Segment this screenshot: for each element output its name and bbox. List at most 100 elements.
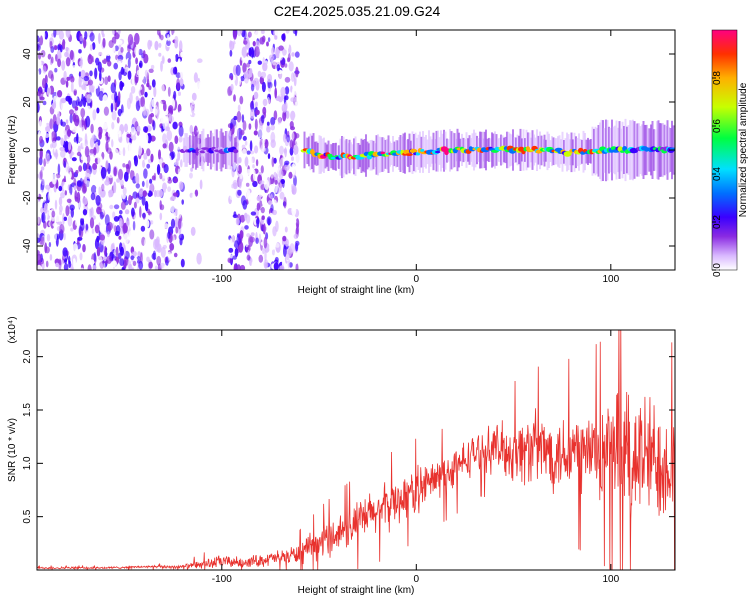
spectrogram-noise-blob — [143, 75, 146, 86]
spectrogram-noise-blob — [51, 210, 56, 218]
spectrogram-noise-blob — [50, 228, 56, 234]
snr-y-label: SNR (10 * v/v) — [7, 418, 18, 482]
spectrogram-noise-blob — [250, 124, 254, 129]
spectrogram-noise-blob — [233, 115, 238, 121]
spectrogram-noise-blob — [105, 159, 109, 170]
spectrogram-noise-blob — [65, 119, 69, 124]
spectrogram-noise-blob — [130, 165, 137, 171]
spectrogram-noise-blob — [180, 51, 184, 58]
spectrogram-noise-blob — [273, 171, 277, 181]
spectrogram-noise-blob — [65, 30, 71, 38]
spectrogram-noise-blob — [122, 163, 126, 168]
spectrogram-noise-blob — [49, 166, 54, 173]
y-tick-label: 40 — [22, 48, 33, 60]
spectrogram-noise-blob — [271, 156, 275, 168]
spectrogram-noise-blob — [278, 51, 283, 61]
snr-panel: -100 0 100 0.5 1.0 1.5 2.0 Height of straight… — [7, 316, 676, 596]
spectrogram-noise-blob — [199, 228, 204, 240]
spectrogram-region-4 — [300, 118, 675, 182]
spectrogram-noise-blob — [146, 187, 150, 194]
spectrogram-noise-blob — [235, 217, 240, 226]
spectrogram-noise-blob — [267, 96, 270, 106]
spectrogram-noise-blob — [245, 93, 251, 102]
spectrogram-noise-blob — [117, 238, 120, 248]
spectrogram-region-3 — [179, 128, 239, 172]
spectrogram-noise-blob — [244, 213, 248, 221]
spectrogram-noise-blob — [69, 113, 73, 124]
spectrogram-noise-blob — [127, 70, 132, 80]
spectrogram-noise-blob — [162, 143, 167, 149]
spectrogram-noise-blob — [89, 137, 95, 148]
spectrogram-noise-blob — [120, 201, 126, 210]
spectrogram-noise-blob — [84, 31, 88, 40]
spectrogram-noise-blob — [284, 160, 290, 166]
spectrogram-noise-blob — [68, 141, 72, 151]
spectrogram-noise-blob — [249, 236, 255, 243]
spectrogram-noise-blob — [71, 124, 78, 133]
spectrogram-noise-blob — [120, 246, 124, 256]
spectrogram-noise-blob — [79, 35, 83, 42]
spectrogram-noise-blob — [293, 144, 299, 156]
spectrogram-noise-blob — [38, 52, 42, 60]
spectrogram-noise-blob — [60, 150, 66, 158]
spectrogram-noise-blob — [279, 182, 282, 193]
spectrogram-noise-blob — [248, 123, 252, 130]
spectrogram-noise-blob — [40, 169, 43, 180]
spectrogram-noise-blob — [67, 129, 71, 137]
spectrogram-noise-blob — [139, 190, 145, 198]
spectrogram-noise-blob — [176, 208, 182, 219]
snr-x-ticks: -100 0 100 — [212, 330, 620, 585]
spectrogram-noise-blob — [127, 150, 132, 160]
spectrogram-noise-blob — [234, 247, 239, 258]
spectrogram-noise-blob — [232, 47, 238, 53]
spectrogram-noise-blob — [152, 131, 158, 136]
spectrogram-noise-blob — [169, 201, 175, 213]
spectrogram-noise-blob — [294, 30, 298, 37]
spectrogram-noise-blob — [285, 253, 290, 261]
spectrogram-noise-blob — [62, 39, 66, 50]
y-tick-label: -40 — [22, 238, 33, 253]
spectrogram-noise-blob — [118, 235, 122, 240]
spectrogram-noise-blob — [81, 183, 87, 194]
spectrogram-noise-blob — [232, 255, 237, 260]
spectrogram-noise-blob — [59, 224, 65, 234]
spectrogram-noise-blob — [148, 68, 154, 74]
spectrogram-noise-blob — [140, 225, 146, 232]
spectrogram-noise-blob — [144, 91, 148, 98]
spectrogram-noise-blob — [144, 108, 150, 117]
spectrogram-noise-blob — [244, 140, 248, 146]
spectrogram-noise-blob — [51, 140, 57, 149]
spectrogram-noise-blob — [158, 42, 162, 48]
spectrogram-noise-blob — [40, 166, 45, 171]
spectrogram-noise-blob — [51, 173, 57, 185]
spectrogram-noise-blob — [127, 160, 132, 170]
spectrogram-noise-blob — [44, 203, 48, 214]
spectrogram-noise-blob — [127, 43, 131, 53]
spectrogram-noise-blob — [49, 187, 53, 200]
spectrogram-noise-blob — [59, 44, 63, 53]
spectrogram-noise-blob — [167, 58, 172, 63]
spectrogram-noise-blob — [138, 110, 142, 116]
spectrogram-noise-blob — [179, 78, 184, 87]
spectrogram-noise-blob — [113, 166, 117, 177]
spectrogram-noise-blob — [158, 189, 163, 198]
spectrogram-noise-blob — [65, 80, 69, 88]
spectrogram-noise-blob — [159, 200, 162, 210]
spectrogram-noise-blob — [168, 37, 174, 42]
spectrogram-noise-blob — [290, 126, 295, 131]
spectrogram-noise-blob — [159, 172, 163, 180]
spectrogram-noise-blob — [189, 172, 193, 179]
spectrogram-noise-blob — [243, 30, 247, 40]
spectrogram-noise-blob — [267, 218, 271, 226]
spectrogram-noise-blob — [56, 118, 60, 125]
spectrogram-noise-blob — [175, 72, 181, 79]
spectrogram-noise-blob — [163, 265, 168, 270]
spectrogram-noise-blob — [196, 252, 202, 265]
spectrogram-noise-blob — [120, 82, 125, 88]
spectrogram-noise-blob — [47, 53, 52, 60]
spectrogram-noise-blob — [73, 88, 77, 96]
spectrogram-noise-blob — [48, 241, 52, 248]
spectrogram-noise-blob — [256, 217, 260, 229]
spectrogram-noise-blob — [87, 264, 92, 270]
spectrogram-noise-blob — [240, 129, 245, 136]
